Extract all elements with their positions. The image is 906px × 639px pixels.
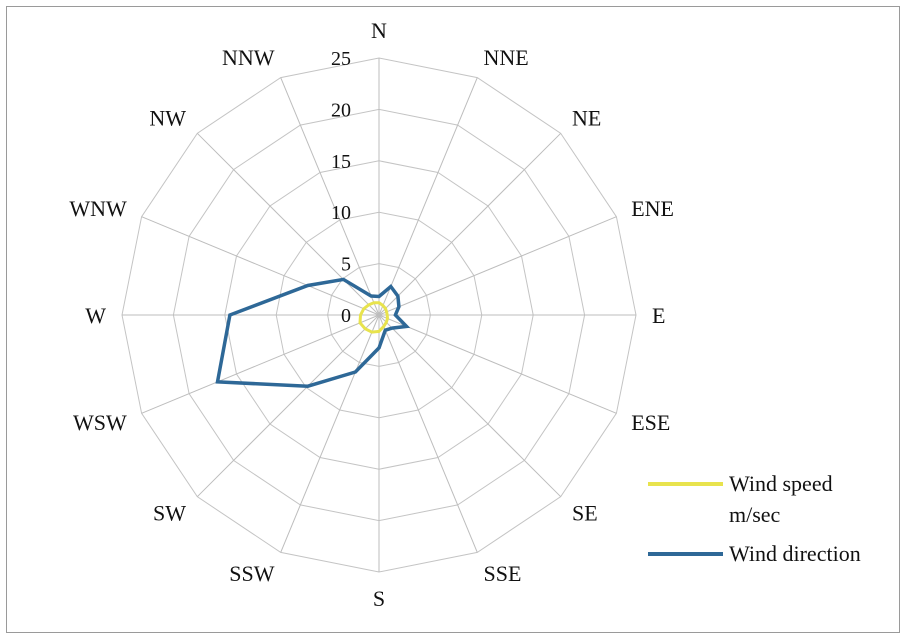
- spoke-nne: [378, 77, 478, 316]
- legend: Wind speed m/sec Wind direction: [648, 471, 861, 566]
- direction-label-ne: NE: [572, 106, 601, 131]
- direction-label-n: N: [371, 18, 387, 43]
- radar-spokes: [122, 58, 636, 572]
- direction-label-ese: ESE: [631, 410, 670, 435]
- tick-label-20: 20: [331, 99, 351, 121]
- wind-rose-chart: 0 5 10 15 20 25 N NNE NE ENE E ESE SE SSE S SSW SW WSW W W…: [69, 18, 861, 611]
- direction-label-w: W: [85, 303, 106, 328]
- direction-label-se: SE: [572, 500, 598, 525]
- spoke-sw: [196, 314, 380, 498]
- direction-label-sse: SSE: [484, 561, 522, 586]
- spoke-ese: [378, 314, 617, 414]
- series-wind-speed-m-sec: [358, 301, 390, 334]
- tick-label-0: 0: [341, 305, 351, 327]
- direction-label-e: E: [652, 303, 665, 328]
- direction-label-s: S: [373, 586, 385, 611]
- tick-label-15: 15: [331, 151, 351, 173]
- radar-series: [215, 277, 411, 388]
- spoke-ssw: [280, 314, 380, 553]
- tick-label-10: 10: [331, 202, 351, 224]
- spoke-ene: [378, 216, 617, 316]
- radial-tick-labels: 0 5 10 15 20 25: [331, 48, 351, 327]
- series-wind-direction: [215, 277, 411, 388]
- chart-frame: 0 5 10 15 20 25 N NNE NE ENE E ESE SE SSE S SSW SW WSW W W…: [6, 6, 900, 633]
- legend-label-wind-speed-line1: Wind speed: [729, 471, 833, 496]
- legend-label-wind-direction: Wind direction: [729, 541, 861, 566]
- direction-label-ssw: SSW: [229, 561, 274, 586]
- legend-label-wind-speed-line2: m/sec: [729, 502, 781, 527]
- spoke-wnw: [141, 216, 380, 316]
- spoke-se: [378, 314, 562, 498]
- direction-label-wsw: WSW: [73, 410, 127, 435]
- direction-label-nw: NW: [149, 106, 186, 131]
- direction-label-nnw: NNW: [222, 45, 275, 70]
- spoke-ne: [378, 132, 562, 316]
- direction-label-nne: NNE: [484, 45, 529, 70]
- direction-label-wnw: WNW: [69, 196, 127, 221]
- tick-label-5: 5: [341, 254, 351, 276]
- spoke-nnw: [280, 77, 380, 316]
- spoke-nw: [196, 132, 380, 316]
- spoke-sse: [378, 314, 478, 553]
- direction-label-sw: SW: [153, 500, 186, 525]
- spoke-wsw: [141, 314, 380, 414]
- tick-label-25: 25: [331, 48, 351, 70]
- direction-label-ene: ENE: [631, 196, 674, 221]
- direction-labels: N NNE NE ENE E ESE SE SSE S SSW SW WSW W WNW NW NNW: [69, 18, 674, 611]
